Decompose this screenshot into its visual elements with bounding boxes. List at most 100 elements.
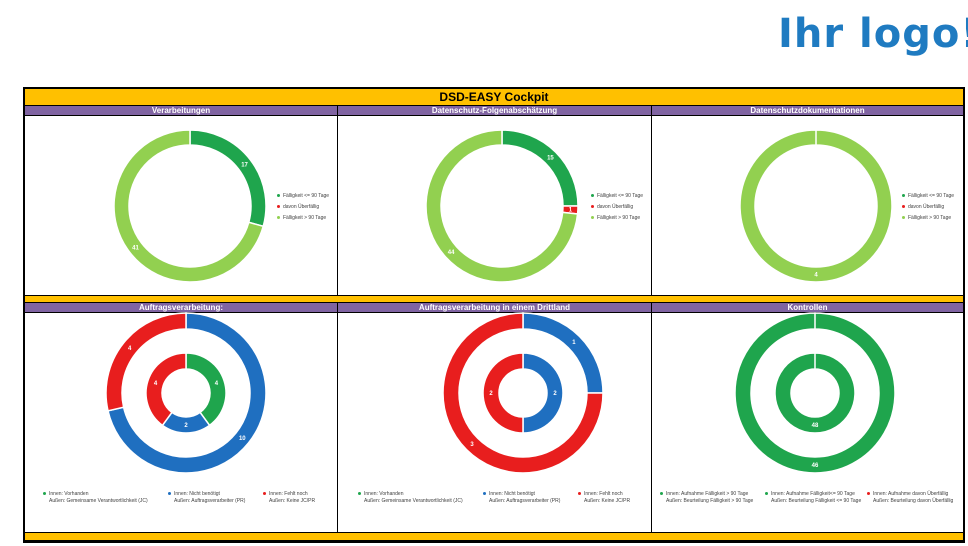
legend-item-innen-aufnahme-f-lligkeit-90-tage: Innen: Aufnahme Fälligkeit > 90 Tage Auße…	[660, 491, 753, 505]
legend-label-outer: Außen: Gemeinsame Verantwortlichkeit (JC…	[364, 498, 463, 504]
legend-marker	[591, 205, 594, 208]
data-label-single-f-lligkeit-90-tage: 17	[241, 163, 248, 169]
data-label-single-f-lligkeit-90-tage: 4	[814, 273, 818, 279]
legend-label-inner: Innen: Fehlt noch	[584, 491, 623, 497]
legend-item-f-lligkeit-90-tage: Fälligkeit <= 90 Tage	[277, 190, 329, 201]
donut-chart: 46 48	[734, 312, 896, 474]
legend-item-davon-berf-llig: davon Überfällig	[591, 201, 643, 212]
panel-verarbeitungen: Verarbeitungen 17 41 Fälligkeit <= 90 Tag…	[25, 106, 338, 296]
legend-item-innen-fehlt-noch: Innen: Fehlt noch Außen: Keine JC/PR	[263, 491, 315, 505]
legend-marker	[867, 491, 870, 495]
chart-legend: Innen: Vorhanden Außen: Gemeinsame Verant…	[358, 491, 652, 513]
legend-label-outer: Außen: Auftragsverarbeiter (PR)	[174, 498, 246, 504]
legend-marker	[168, 491, 171, 495]
data-label-single-f-lligkeit-90-tage: 15	[547, 156, 554, 162]
legend-marker	[591, 216, 594, 219]
legend-label: Fälligkeit <= 90 Tage	[283, 192, 330, 199]
legend-label-inner: Innen: Aufnahme Fälligkeit<= 90 Tage	[771, 491, 855, 497]
data-label-inner-innen-fehlt-noch: 2	[489, 391, 493, 397]
data-label-outer-au-en-beurteilung-f-lligkeit-90-tage: 46	[812, 463, 819, 469]
donut-segment-single-f-lligkeit-90-tage	[501, 129, 579, 207]
data-label-single-davon-berf-llig: 1	[569, 208, 573, 214]
data-label-single-f-lligkeit-90-tage: 44	[448, 250, 455, 256]
donut-chart: 4	[739, 129, 893, 283]
legend-item-davon-berf-llig: davon Überfällig	[902, 201, 954, 212]
data-label-outer-au-en-auftragsverarbeiter-pr: 10	[239, 436, 246, 442]
legend-marker	[902, 205, 905, 208]
donut-chart: 15 1 44	[425, 129, 579, 283]
legend-label: Fälligkeit > 90 Tage	[283, 214, 327, 221]
legend-item-innen-vorhanden: Innen: Vorhanden Außen: Gemeinsame Verant…	[358, 491, 463, 505]
chart-legend: Fälligkeit <= 90 Tage davon Überfällig Fäl…	[277, 190, 329, 223]
donut-segment-single-f-lligkeit-90-tage	[739, 129, 893, 283]
chart-legend: Innen: Vorhanden Außen: Gemeinsame Verant…	[43, 491, 338, 513]
legend-item-davon-berf-llig: davon Überfällig	[277, 201, 329, 212]
legend-item-f-lligkeit-90-tage: Fälligkeit > 90 Tage	[277, 212, 329, 223]
legend-label-inner: Innen: Aufnahme davon Überfällig	[873, 491, 949, 497]
data-label-outer-au-en-keine-jc-pr: 3	[470, 442, 474, 448]
donut-segment-single-f-lligkeit-90-tage	[425, 129, 579, 283]
legend-marker	[902, 216, 905, 219]
legend-label-inner: Innen: Vorhanden	[364, 491, 404, 497]
legend-marker	[578, 491, 581, 495]
chart-legend: Fälligkeit <= 90 Tage davon Überfällig Fäl…	[591, 190, 643, 223]
legend-item-innen-nicht-ben-tigt: Innen: Nicht benötigt Außen: Auftragsvera…	[483, 491, 560, 505]
legend-marker	[277, 194, 280, 197]
panel-title: Auftragsverarbeitung in einem Drittland	[338, 303, 651, 313]
panel-kontrollen: Kontrollen 46 48 Innen: Aufnahme Fälligke…	[652, 303, 963, 535]
legend-item-innen-vorhanden: Innen: Vorhanden Außen: Gemeinsame Verant…	[43, 491, 148, 505]
legend-marker	[43, 491, 46, 495]
donut-segment-outer-au-en-keine-jc-pr	[442, 312, 604, 474]
legend-item-f-lligkeit-90-tage: Fälligkeit > 90 Tage	[591, 212, 643, 223]
legend-item-innen-aufnahme-f-lligkeit-90-tage: Innen: Aufnahme Fälligkeit<= 90 Tage Auße…	[765, 491, 861, 505]
data-label-outer-au-en-auftragsverarbeiter-pr: 1	[572, 340, 576, 346]
legend-marker	[263, 491, 266, 495]
donut-segment-inner-innen-fehlt-noch	[482, 352, 524, 434]
donut-segment-outer-au-en-keine-jc-pr	[105, 312, 187, 412]
data-label-outer-au-en-keine-jc-pr: 4	[128, 346, 132, 352]
donut-segment-single-f-lligkeit-90-tage	[189, 129, 267, 228]
legend-item-f-lligkeit-90-tage: Fälligkeit <= 90 Tage	[591, 190, 643, 201]
legend-marker	[765, 491, 768, 495]
donut-segment-single-f-lligkeit-90-tage	[113, 129, 265, 283]
panel-title: Kontrollen	[652, 303, 963, 313]
legend-label: Fälligkeit <= 90 Tage	[597, 192, 644, 199]
donut-chart: 10 4 4 2 4	[105, 312, 267, 474]
panel-title: Datenschutz-Folgenabschätzung	[338, 106, 651, 116]
legend-marker	[277, 205, 280, 208]
panel-title: Verarbeitungen	[25, 106, 337, 116]
legend-label: davon Überfällig	[908, 203, 945, 210]
legend-label-inner: Innen: Nicht benötigt	[174, 491, 220, 497]
data-label-inner-innen-nicht-ben-tigt: 2	[184, 423, 188, 429]
legend-label: davon Überfällig	[597, 203, 634, 210]
legend-marker	[902, 194, 905, 197]
panel-auftragsverarbeitung: Auftragsverarbeitung: 10 4 4 2 4 Innen: Vorh…	[25, 303, 338, 535]
chart-legend: Innen: Aufnahme Fälligkeit > 90 Tage Auße…	[660, 491, 963, 513]
legend-item-f-lligkeit-90-tage: Fälligkeit > 90 Tage	[902, 212, 954, 223]
legend-label-outer: Außen: Gemeinsame Verantwortlichkeit (JC…	[49, 498, 148, 504]
legend-label-inner: Innen: Vorhanden	[49, 491, 89, 497]
section-separator	[25, 532, 963, 541]
panel-dsfa: Datenschutz-Folgenabschätzung 15 1 44 Fäll…	[338, 106, 652, 296]
cockpit-dashboard: DSD-EASY Cockpit Verarbeitungen 17 41 Fäl…	[23, 87, 965, 543]
dashboard-title: DSD-EASY Cockpit	[25, 89, 963, 106]
legend-marker	[483, 491, 486, 495]
section-separator	[25, 295, 963, 303]
donut-segment-inner-innen-vorhanden	[185, 352, 227, 427]
legend-item-f-lligkeit-90-tage: Fälligkeit <= 90 Tage	[902, 190, 954, 201]
donut-segment-inner-innen-aufnahme-f-lligkeit-90-tage	[774, 352, 856, 434]
donut-chart: 1 3 2 2	[442, 312, 604, 474]
legend-label: Fälligkeit <= 90 Tage	[908, 192, 955, 199]
legend-marker	[660, 491, 663, 495]
panel-datenschutzdokumentationen: Datenschutzdokumentationen 4 Fälligkeit …	[652, 106, 963, 296]
legend-marker	[591, 194, 594, 197]
company-logo: Ihr logo!	[778, 11, 968, 57]
legend-label: davon Überfällig	[283, 203, 320, 210]
legend-marker	[358, 491, 361, 495]
donut-segment-inner-innen-fehlt-noch	[145, 352, 187, 427]
legend-label-inner: Innen: Aufnahme Fälligkeit > 90 Tage	[666, 491, 749, 497]
legend-marker	[277, 216, 280, 219]
legend-item-innen-nicht-ben-tigt: Innen: Nicht benötigt Außen: Auftragsvera…	[168, 491, 245, 505]
legend-label-outer: Außen: Keine JC/PR	[584, 498, 631, 504]
